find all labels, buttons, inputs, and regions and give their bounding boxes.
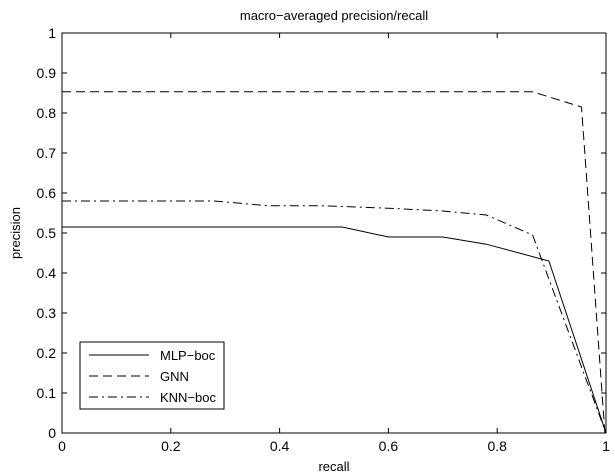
legend-label-2: KNN−boc xyxy=(160,390,216,405)
y-tick-label: 0.3 xyxy=(37,305,57,321)
series-line-2 xyxy=(62,200,607,434)
axis-ticks: 0 0.2 0.4 0.6 0.8 1 0 0.1 0.2 0.3 0.4 0.5 0.6 0.7 0.8 0… xyxy=(37,25,611,454)
y-tick-label: 0.4 xyxy=(37,265,57,281)
y-tick-label: 0.5 xyxy=(37,225,57,241)
legend-items: MLP−boc GNN KNN−boc xyxy=(89,348,216,405)
x-tick-label: 1 xyxy=(602,438,610,454)
y-tick-label: 0.1 xyxy=(37,385,57,401)
x-tick-label: 0 xyxy=(58,438,66,454)
y-tick-label: 0.2 xyxy=(37,345,57,361)
y-axis-label: precision xyxy=(8,207,23,259)
x-tick-label: 0.8 xyxy=(487,438,507,454)
y-tick-label: 0.7 xyxy=(37,145,57,161)
legend: MLP−boc GNN KNN−boc xyxy=(79,341,225,410)
x-tick-label: 0.4 xyxy=(270,438,290,454)
series-lines xyxy=(62,91,607,434)
legend-label-1: GNN xyxy=(160,369,189,384)
series-line-1 xyxy=(62,91,606,434)
y-tick-label: 0.6 xyxy=(37,185,57,201)
y-tick-label: 1 xyxy=(48,25,56,41)
x-axis-label: recall xyxy=(318,459,349,474)
x-tick-label: 0.6 xyxy=(379,438,399,454)
legend-label-0: MLP−boc xyxy=(160,348,216,363)
y-tick-label: 0 xyxy=(48,425,56,441)
y-tick-label: 0.9 xyxy=(37,65,57,81)
y-tick-label: 0.8 xyxy=(37,105,57,121)
series-line-0 xyxy=(62,226,607,434)
chart-title: macro−averaged precision/recall xyxy=(240,8,428,23)
x-tick-label: 0.2 xyxy=(161,438,181,454)
